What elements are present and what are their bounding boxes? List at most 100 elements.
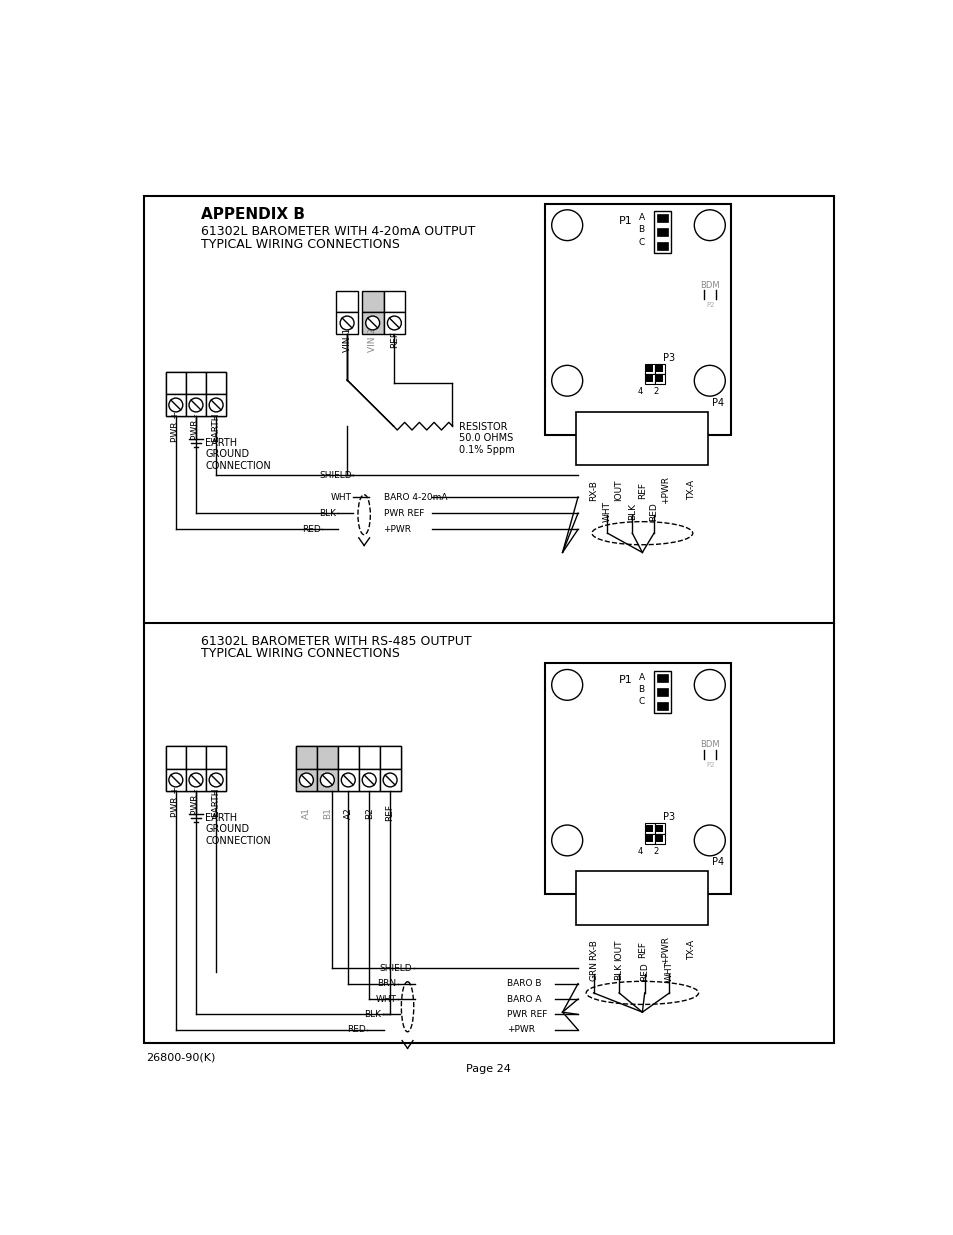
- Circle shape: [694, 825, 724, 856]
- Text: +PWR: +PWR: [383, 525, 411, 534]
- Bar: [383, 290, 405, 312]
- Text: BARO B: BARO B: [506, 979, 540, 988]
- Bar: [654, 834, 664, 844]
- Bar: [335, 312, 357, 333]
- Text: SHIELD: SHIELD: [319, 471, 352, 480]
- Text: RX-B: RX-B: [588, 479, 598, 500]
- Bar: [657, 688, 667, 697]
- Bar: [186, 769, 206, 792]
- Text: EARTH: EARTH: [212, 412, 220, 442]
- Circle shape: [551, 366, 582, 396]
- Circle shape: [365, 316, 379, 330]
- Text: P1: P1: [618, 216, 632, 226]
- Text: EARTH: EARTH: [212, 787, 220, 816]
- Text: WHT: WHT: [375, 994, 396, 1004]
- Text: PWR +: PWR +: [172, 787, 180, 818]
- Bar: [657, 228, 667, 236]
- Circle shape: [169, 773, 183, 787]
- Bar: [645, 375, 653, 383]
- Bar: [657, 674, 667, 682]
- Text: B: B: [638, 685, 644, 694]
- Bar: [645, 835, 653, 842]
- Text: BLK: BLK: [319, 509, 335, 517]
- Circle shape: [299, 773, 313, 787]
- Text: P4: P4: [711, 857, 723, 867]
- Text: RESISTOR
50.0 OHMS
0.1% 5ppm: RESISTOR 50.0 OHMS 0.1% 5ppm: [458, 421, 514, 454]
- Text: PWR REF: PWR REF: [506, 1010, 547, 1019]
- Circle shape: [551, 669, 582, 700]
- Bar: [657, 214, 667, 222]
- Circle shape: [341, 773, 355, 787]
- Text: WHT: WHT: [331, 493, 352, 501]
- Bar: [654, 824, 664, 834]
- Bar: [654, 374, 664, 384]
- Text: GRN: GRN: [588, 961, 598, 982]
- Bar: [657, 701, 667, 710]
- Bar: [337, 746, 358, 769]
- Bar: [166, 394, 186, 416]
- Circle shape: [209, 398, 223, 412]
- Text: A2: A2: [343, 806, 353, 819]
- Text: PWR -: PWR -: [192, 789, 200, 815]
- Bar: [545, 204, 731, 435]
- Text: RED: RED: [639, 962, 649, 981]
- Bar: [186, 372, 206, 394]
- Text: BARO A: BARO A: [506, 994, 540, 1004]
- Text: B2: B2: [364, 806, 374, 819]
- Text: VIN 2: VIN 2: [368, 329, 376, 352]
- Text: VIN 1: VIN 1: [342, 327, 352, 352]
- Bar: [186, 746, 206, 769]
- Text: Page 24: Page 24: [466, 1065, 511, 1074]
- Bar: [645, 366, 653, 372]
- Circle shape: [387, 316, 401, 330]
- Bar: [576, 871, 707, 925]
- Text: RED: RED: [649, 503, 658, 521]
- Text: PWR +: PWR +: [172, 411, 180, 442]
- Text: A: A: [638, 673, 644, 682]
- Text: WHT: WHT: [602, 501, 612, 522]
- Text: PWR REF: PWR REF: [383, 509, 423, 517]
- Text: REF: REF: [385, 804, 395, 821]
- Text: BLK: BLK: [614, 963, 623, 979]
- Bar: [166, 746, 226, 792]
- Text: C: C: [638, 698, 644, 706]
- Text: REF: REF: [638, 482, 646, 499]
- Text: IOUT: IOUT: [614, 939, 623, 961]
- Text: 4: 4: [637, 387, 642, 396]
- Text: 4: 4: [637, 846, 642, 856]
- Bar: [206, 746, 226, 769]
- Bar: [295, 746, 400, 792]
- Bar: [379, 769, 400, 792]
- Text: BRN: BRN: [377, 979, 396, 988]
- Text: RED: RED: [302, 525, 320, 534]
- Bar: [166, 372, 226, 416]
- Text: REF: REF: [390, 331, 398, 348]
- Bar: [358, 769, 379, 792]
- Text: WHT: WHT: [664, 961, 673, 982]
- Text: B: B: [638, 225, 644, 235]
- Bar: [656, 375, 662, 383]
- Text: BDM: BDM: [700, 280, 719, 290]
- Circle shape: [189, 398, 203, 412]
- Circle shape: [189, 773, 203, 787]
- Bar: [316, 746, 337, 769]
- Bar: [545, 663, 731, 894]
- Text: REF: REF: [638, 941, 646, 958]
- Text: P2: P2: [705, 762, 714, 768]
- Circle shape: [320, 773, 334, 787]
- Text: C: C: [638, 237, 644, 247]
- Bar: [166, 769, 186, 792]
- Circle shape: [362, 773, 375, 787]
- Text: 2: 2: [652, 387, 658, 396]
- Bar: [186, 394, 206, 416]
- Bar: [657, 242, 667, 251]
- Circle shape: [694, 669, 724, 700]
- Bar: [644, 834, 654, 844]
- Text: 26800-90(K): 26800-90(K): [146, 1053, 215, 1063]
- Text: +PWR: +PWR: [660, 475, 669, 504]
- Bar: [166, 372, 186, 394]
- Text: BDM: BDM: [700, 740, 719, 750]
- Text: BLK: BLK: [364, 1010, 381, 1019]
- Text: EARTH
GROUND
CONNECTION: EARTH GROUND CONNECTION: [205, 437, 271, 471]
- Text: A: A: [638, 212, 644, 222]
